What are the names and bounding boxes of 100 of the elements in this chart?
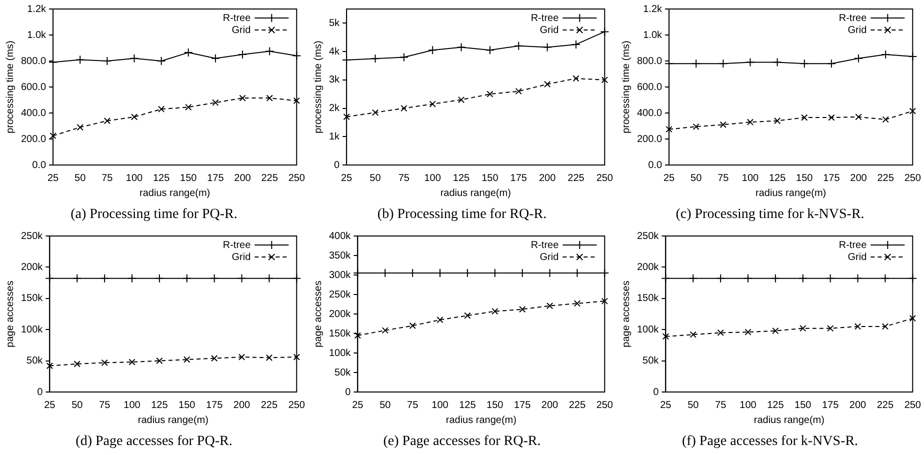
x-tick-label: 200: [849, 400, 867, 411]
legend-label: R-tree: [838, 12, 868, 24]
x-tick-label: 75: [715, 400, 727, 411]
x-tick-label: 250: [288, 400, 306, 411]
x-tick-label: 75: [718, 172, 730, 184]
x-tick-label: 250: [904, 400, 922, 411]
x-tick-label: 50: [72, 400, 84, 411]
y-tick-label: 1k: [329, 131, 341, 142]
x-tick-label: 200: [538, 172, 556, 184]
x-tick-label: 200: [850, 172, 868, 184]
x-axis-title: radius range(m): [140, 188, 210, 199]
y-tick-label: 150k: [636, 293, 660, 304]
text: (b) Processing time for RQ-R.: [376, 206, 548, 224]
x-tick-label: 125: [151, 400, 168, 411]
y-tick-label: 1.2k: [643, 4, 664, 15]
y-tick-label: 3k: [329, 74, 341, 86]
y-tick-label: 200k: [20, 262, 44, 273]
y-tick-label: 400k: [328, 230, 352, 242]
x-tick-label: 125: [767, 400, 784, 411]
x-tick-label: 100: [126, 172, 144, 184]
legend-label: Grid: [232, 252, 251, 263]
y-tick-label: 0: [37, 386, 44, 398]
y-tick-label: 150k: [328, 328, 352, 340]
x-tick-label: 75: [407, 400, 419, 411]
x-tick-label: 25: [341, 172, 353, 184]
y-tick-label: 5k: [329, 18, 341, 29]
y-tick-label: 50k: [642, 356, 660, 367]
x-tick-label: 200: [233, 400, 251, 411]
y-tick-label: 150k: [20, 293, 44, 304]
x-tick-label: 25: [44, 400, 56, 411]
x-tick-label: 200: [234, 172, 252, 184]
x-tick-label: 175: [823, 172, 840, 184]
legend-label: Grid: [232, 24, 251, 36]
x-tick-label: 225: [568, 400, 586, 411]
x-tick-label: 250: [904, 172, 922, 184]
y-tick-label: 100k: [636, 324, 660, 336]
y-tick-label: 4k: [329, 46, 341, 58]
y-tick-label: 50k: [26, 356, 44, 367]
x-tick-label: 150: [180, 172, 198, 184]
x-tick-label: 75: [102, 172, 114, 184]
text: (e) Page accesses for RQ-R.: [382, 433, 542, 451]
x-tick-label: 200: [541, 400, 559, 411]
x-tick-label: 75: [99, 400, 111, 411]
text: (d) Page accesses for PQ-R.: [74, 433, 234, 451]
y-tick-label: 300k: [328, 270, 352, 281]
y-tick-label: 250k: [20, 230, 44, 242]
text: (c) Processing time for k-NVS-R.: [674, 206, 866, 224]
y-tick-label: 400.0: [20, 108, 46, 119]
y-axis-title: page accesses: [4, 280, 16, 348]
legend-label: R-tree: [222, 240, 252, 251]
x-axis-title: radius range(m): [756, 188, 826, 199]
x-tick-label: 225: [261, 172, 278, 184]
x-tick-label: 25: [660, 400, 672, 411]
legend-label: Grid: [540, 24, 559, 36]
x-tick-label: 225: [876, 400, 894, 411]
text: (a) Processing time for PQ-R.: [70, 206, 238, 224]
x-tick-label: 50: [690, 172, 702, 184]
x-axis-title: radius range(m): [446, 414, 516, 426]
x-tick-label: 50: [370, 172, 382, 184]
legend-label: R-tree: [222, 12, 252, 24]
x-tick-label: 125: [459, 400, 476, 411]
y-tick-label: 200.0: [20, 134, 46, 145]
x-axis-title: radius range(m): [138, 414, 208, 426]
y-tick-label: 800.0: [20, 56, 46, 67]
x-tick-label: 125: [452, 172, 470, 184]
legend-label: Grid: [848, 252, 867, 263]
y-tick-label: 400.0: [636, 108, 662, 119]
x-tick-label: 100: [124, 400, 141, 411]
y-tick-label: 0: [334, 160, 340, 171]
legend-label: Grid: [848, 24, 867, 36]
y-tick-label: 0: [653, 386, 660, 398]
x-tick-label: 125: [152, 172, 170, 184]
x-tick-label: 25: [352, 400, 364, 411]
text: (f) Page accesses for k-NVS-R.: [680, 433, 860, 451]
x-tick-label: 225: [260, 400, 278, 411]
y-tick-label: 2k: [329, 103, 341, 114]
y-tick-label: 600.0: [636, 82, 662, 93]
y-tick-label: 100k: [328, 348, 352, 359]
x-tick-label: 250: [596, 400, 614, 411]
y-tick-label: 0.0: [32, 160, 46, 171]
x-tick-label: 50: [380, 400, 392, 411]
x-tick-label: 50: [688, 400, 700, 411]
y-tick-label: 0.0: [648, 160, 662, 171]
x-tick-label: 250: [596, 172, 614, 184]
x-tick-label: 125: [768, 172, 786, 184]
x-tick-label: 25: [663, 172, 676, 184]
legend-label: R-tree: [530, 12, 560, 24]
y-tick-label: 200k: [328, 308, 352, 320]
y-tick-label: 1.0k: [643, 30, 664, 41]
x-axis-title: radius range(m): [440, 188, 511, 199]
y-axis-title: processing time (ms): [4, 40, 16, 134]
x-tick-label: 100: [424, 172, 442, 184]
x-tick-label: 50: [74, 172, 86, 184]
y-axis-title: processing time (ms): [312, 40, 324, 134]
x-tick-label: 250: [288, 172, 306, 184]
y-axis-title: page accesses: [312, 280, 324, 348]
x-tick-label: 175: [510, 172, 528, 184]
x-tick-label: 150: [178, 400, 196, 411]
y-axis-title: page accesses: [620, 280, 632, 348]
y-tick-label: 1.0k: [27, 30, 48, 41]
